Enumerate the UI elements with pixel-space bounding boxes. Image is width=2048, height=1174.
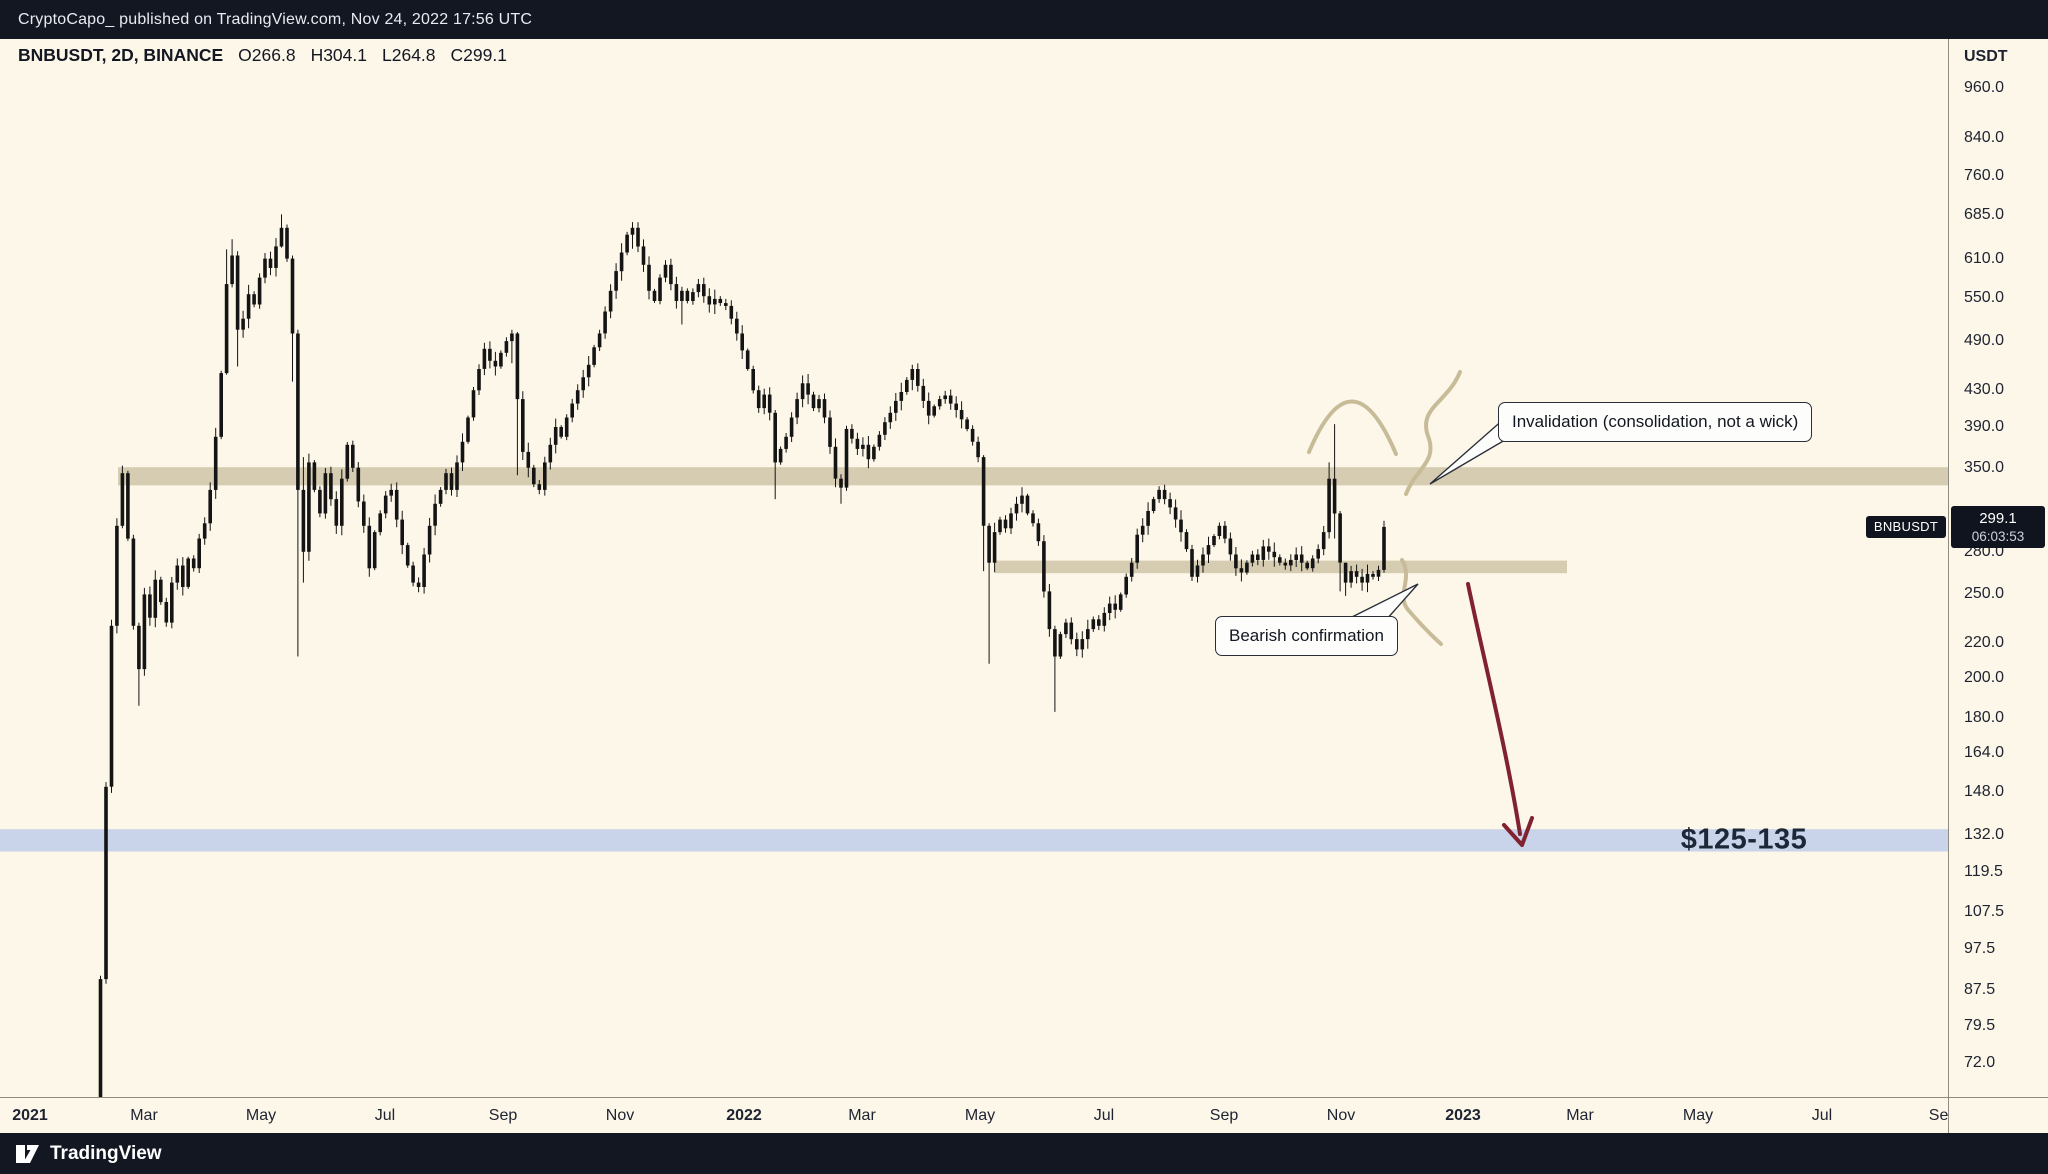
price-axis[interactable]: USDT 299.1 06:03:53 960.0 840.0 760.0 685.0… xyxy=(1948,39,2048,1133)
bearish-arrow-head[interactable] xyxy=(1502,816,1534,847)
resistance-zone[interactable] xyxy=(118,467,1948,486)
time-axis-label: Sep xyxy=(1928,1106,1948,1124)
time-axis[interactable]: 2021 Mar May Jul Sep Nov 2022 Mar May Jul Sep Nov 20… xyxy=(0,1098,1948,1133)
legend-open: O266.8 xyxy=(238,45,296,65)
price-axis-tick: 107.5 xyxy=(1964,903,2005,921)
time-axis-label: 2021 xyxy=(12,1106,48,1124)
price-axis-tick: 760.0 xyxy=(1964,166,2005,184)
price-axis-tick: 79.5 xyxy=(1964,1016,1996,1034)
legend-low: L264.8 xyxy=(382,45,436,65)
time-axis-label: Mar xyxy=(1566,1106,1594,1124)
support-zone[interactable] xyxy=(995,560,1567,574)
time-axis-label: May xyxy=(1682,1106,1714,1124)
last-price-label: 299.1 06:03:53 xyxy=(1951,505,2045,548)
price-axis-tick: 390.0 xyxy=(1964,418,2005,435)
tradingview-logo-icon xyxy=(16,1144,39,1163)
time-axis-label: Mar xyxy=(130,1106,158,1124)
price-axis-tick: 685.0 xyxy=(1964,205,2005,223)
chart-canvas[interactable] xyxy=(0,0,1948,1133)
squiggle-lower[interactable] xyxy=(1400,558,1443,646)
last-price-value: 299.1 xyxy=(1979,509,2017,527)
publish-bar: CryptoCapo_ published on TradingView.com… xyxy=(0,0,2048,39)
squiggle-upper[interactable] xyxy=(1404,370,1462,496)
time-axis-label: May xyxy=(964,1106,996,1124)
attribution-text: CryptoCapo_ published on TradingView.com… xyxy=(18,10,533,28)
price-axis-tick: 610.0 xyxy=(1964,249,2005,267)
time-axis-label: Nov xyxy=(605,1106,635,1124)
candles-series xyxy=(98,214,1386,1097)
price-axis-tick: 132.0 xyxy=(1964,825,2005,843)
price-axis-tick: 72.0 xyxy=(1964,1054,1996,1072)
price-axis-tick: 490.0 xyxy=(1964,332,2005,350)
price-axis-tick: 250.0 xyxy=(1964,585,2005,603)
time-axis-label: Sep xyxy=(1209,1106,1239,1124)
arc-over-top[interactable] xyxy=(1307,399,1398,456)
price-axis-tick: 350.0 xyxy=(1964,458,2005,476)
price-axis-tick: 148.0 xyxy=(1964,782,2005,800)
symbol-legend: BNBUSDT, 2D, BINANCE O266.8 H304.1 L264.… xyxy=(18,45,507,66)
legend-high: H304.1 xyxy=(310,45,367,65)
price-axis-tick: 180.0 xyxy=(1964,709,2005,727)
price-axis-unit: USDT xyxy=(1964,48,2008,65)
price-axis-tick: 87.5 xyxy=(1964,980,1996,998)
time-axis-label: Mar xyxy=(848,1106,876,1124)
target-zone-label[interactable]: $125-135 xyxy=(1680,823,1808,856)
price-axis-tick: 550.0 xyxy=(1964,288,2005,306)
time-axis-label: Nov xyxy=(1326,1106,1356,1124)
price-axis-tick: 97.5 xyxy=(1964,939,1996,957)
legend-close: C299.1 xyxy=(450,45,507,65)
callout-tail xyxy=(1345,583,1419,621)
callout-invalidation[interactable]: Invalidation (consolidation, not a wick) xyxy=(1498,402,1813,442)
brand-bar: TradingView xyxy=(0,1133,2048,1174)
time-axis-label: Sep xyxy=(488,1106,518,1124)
price-axis-tick: 960.0 xyxy=(1964,78,2005,96)
axis-separator xyxy=(0,1097,2048,1098)
time-axis-label: Jul xyxy=(1811,1106,1833,1124)
price-axis-tick: 119.5 xyxy=(1964,863,2003,881)
time-axis-label: Jul xyxy=(374,1106,396,1124)
bar-countdown: 06:03:53 xyxy=(1971,528,2025,544)
bearish-arrow[interactable] xyxy=(1466,582,1522,836)
price-line-symbol-tag: BNBUSDT xyxy=(1866,515,1946,538)
price-axis-tick: 200.0 xyxy=(1964,669,2005,687)
candle-wicks xyxy=(100,214,1385,1097)
price-axis-tick: 220.0 xyxy=(1964,633,2005,651)
price-axis-tick: 164.0 xyxy=(1964,744,2005,762)
target-zone[interactable] xyxy=(0,829,1948,852)
time-axis-label: 2022 xyxy=(726,1106,762,1124)
time-axis-label: Jul xyxy=(1093,1106,1115,1124)
price-axis-tick: 430.0 xyxy=(1964,381,2005,399)
price-axis-tick: 840.0 xyxy=(1964,129,2005,147)
brand-name[interactable]: TradingView xyxy=(50,1142,162,1164)
time-axis-label: 2023 xyxy=(1445,1106,1481,1124)
callout-bearish-confirmation[interactable]: Bearish confirmation xyxy=(1215,616,1398,656)
time-axis-label: May xyxy=(245,1106,277,1124)
legend-symbol: BNBUSDT, 2D, BINANCE xyxy=(18,45,224,65)
